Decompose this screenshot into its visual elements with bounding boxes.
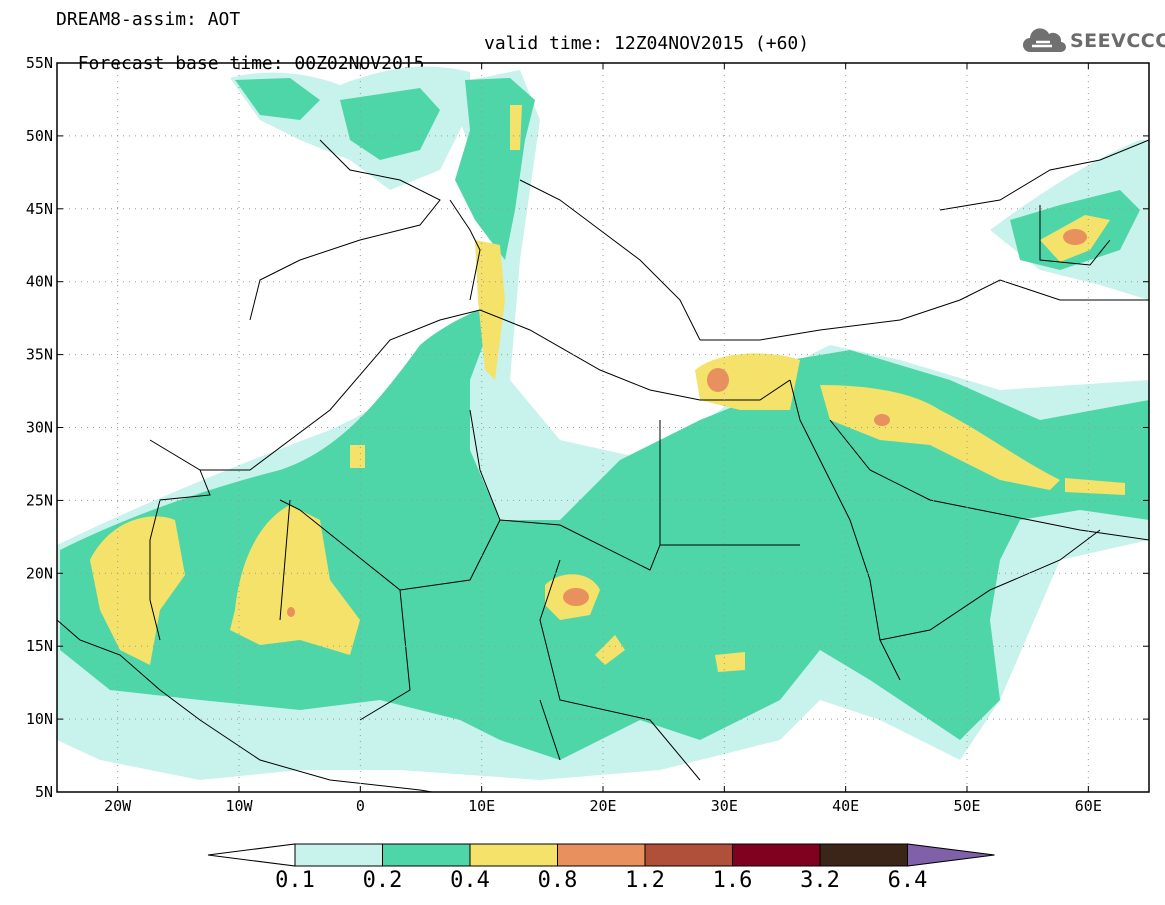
colorbar-segment	[732, 843, 821, 867]
colorbar-segment	[557, 843, 646, 867]
colorbar-label: 0.4	[450, 868, 490, 893]
colorbar-segment	[644, 843, 733, 867]
lat-label: 30N	[26, 419, 53, 437]
colorbar-label: 6.4	[887, 868, 928, 893]
lat-label: 5N	[35, 783, 53, 801]
lon-label: 0	[356, 797, 365, 815]
colorbar-max-arrow	[907, 843, 995, 867]
lon-label: 40E	[832, 797, 859, 815]
lat-label: 15N	[26, 637, 53, 655]
valid-time: valid time: 12Z04NOV2015 (+60)	[484, 33, 810, 54]
colorbar-label: 0.8	[537, 868, 578, 893]
lon-axis: 20W 10W 0 10E 20E 30E 40E 50E 60E	[104, 63, 1102, 815]
lon-label: 60E	[1075, 797, 1102, 815]
colorbar-label: 1.6	[712, 868, 753, 893]
colorbar-label: 1.2	[625, 868, 665, 893]
colorbar-label: 0.2	[362, 868, 403, 893]
lat-label: 25N	[26, 491, 53, 509]
colorbar-segment	[819, 843, 908, 867]
lon-label: 50E	[953, 797, 980, 815]
lat-label: 35N	[26, 346, 53, 364]
lon-label: 20E	[589, 797, 616, 815]
lat-label: 20N	[26, 564, 53, 582]
lat-label: 10N	[26, 710, 53, 728]
colorbar	[207, 843, 995, 867]
lon-label: 10E	[468, 797, 495, 815]
colorbar-segment	[294, 843, 383, 867]
cloud-icon	[1023, 28, 1066, 52]
map-title: DREAM8-assim: AOT	[56, 9, 241, 30]
lon-label: 30E	[711, 797, 738, 815]
colorbar-label: 0.1	[275, 868, 315, 893]
lon-label: 10W	[225, 797, 253, 815]
lat-axis: 55N 50N 45N 40N 35N 30N 25N 20N 15N 10N 5N	[26, 54, 1149, 801]
colorbar-segment	[382, 843, 471, 867]
logo-text: SEEVCCC	[1070, 30, 1165, 52]
lon-label: 20W	[104, 797, 132, 815]
lat-label: 55N	[26, 54, 53, 72]
aot-field	[57, 66, 1149, 792]
lat-label: 45N	[26, 200, 53, 218]
colorbar-label: 3.2	[800, 868, 840, 893]
lat-label: 50N	[26, 127, 53, 145]
colorbar-segment	[469, 843, 558, 867]
lat-label: 40N	[26, 273, 53, 291]
colorbar-min-arrow	[207, 843, 296, 867]
gridlines	[57, 63, 1149, 792]
